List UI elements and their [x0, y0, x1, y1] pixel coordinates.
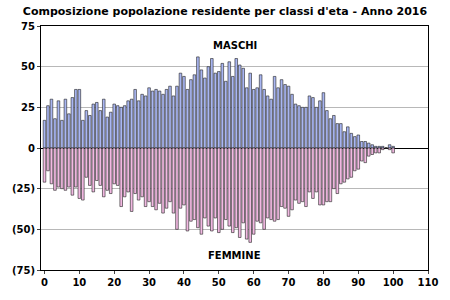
- svg-text:0: 0: [41, 277, 48, 288]
- svg-text:25: 25: [21, 102, 35, 113]
- svg-text:(50): (50): [12, 224, 35, 235]
- svg-text:70: 70: [282, 277, 296, 288]
- svg-text:80: 80: [316, 277, 330, 288]
- svg-text:0: 0: [28, 143, 35, 154]
- svg-text:MASCHI: MASCHI: [213, 40, 257, 51]
- svg-text:50: 50: [21, 61, 35, 72]
- svg-text:40: 40: [177, 277, 191, 288]
- svg-text:20: 20: [107, 277, 121, 288]
- svg-text:110: 110: [418, 277, 439, 288]
- svg-text:60: 60: [247, 277, 261, 288]
- svg-text:Composizione popolazione resid: Composizione popolazione residente per c…: [23, 5, 428, 18]
- svg-text:(75): (75): [12, 265, 35, 276]
- svg-text:50: 50: [212, 277, 226, 288]
- svg-text:75: 75: [21, 21, 35, 32]
- svg-text:10: 10: [72, 277, 86, 288]
- svg-text:100: 100: [383, 277, 404, 288]
- svg-text:90: 90: [351, 277, 365, 288]
- svg-text:(25): (25): [12, 183, 35, 194]
- svg-text:FEMMINE: FEMMINE: [208, 250, 261, 261]
- svg-text:30: 30: [142, 277, 156, 288]
